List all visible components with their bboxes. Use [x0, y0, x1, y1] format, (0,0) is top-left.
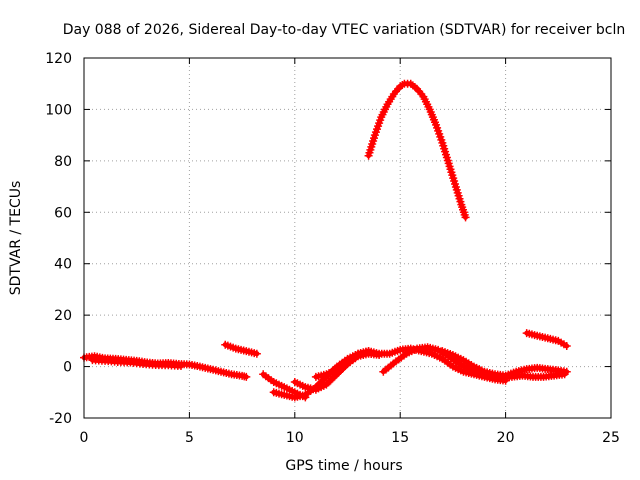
series-arc-day-2: [438, 347, 571, 380]
y-tick-label: 0: [63, 360, 72, 376]
y-tick-label: 60: [54, 205, 72, 221]
data-point: [252, 349, 261, 358]
series-band: [366, 81, 468, 220]
y-tick-label: -20: [49, 411, 72, 427]
x-tick-label: 15: [391, 430, 409, 446]
data-point: [176, 362, 185, 371]
y-tick-label: 80: [54, 154, 72, 170]
data-point: [242, 372, 251, 381]
ticks-layer: 0 5 10 15 20 25 -20 0 20 40 60 80 100 120: [45, 51, 620, 446]
series-arc-night-2: [88, 356, 185, 371]
series-arc-peak: [364, 79, 470, 222]
x-tick-label: 5: [185, 430, 194, 446]
series-arc-dip-4: [311, 347, 373, 381]
x-tick-label: 25: [602, 430, 620, 446]
data-point: [461, 213, 470, 222]
y-tick-label: 120: [45, 51, 72, 67]
data-point: [375, 351, 384, 359]
x-axis-title: GPS time / hours: [285, 458, 402, 474]
chart-title: Day 088 of 2026, Sidereal Day-to-day VTE…: [63, 22, 626, 38]
y-tick-label: 40: [54, 257, 72, 273]
data-point: [562, 342, 571, 350]
x-tick-label: 20: [497, 430, 515, 446]
data-point: [364, 347, 373, 356]
x-tick-label: 0: [80, 430, 89, 446]
data-point: [562, 367, 571, 376]
x-tick-label: 10: [286, 430, 304, 446]
grid-layer: [84, 58, 611, 418]
y-tick-label: 100: [45, 102, 72, 118]
y-axis-title: SDTVAR / TECUs: [8, 181, 24, 296]
marks-layer: [80, 79, 571, 402]
series-arc-evening: [522, 329, 571, 350]
plot-frame: [83, 57, 612, 419]
y-tick-label: 20: [54, 308, 72, 324]
series-arc-morning-1: [221, 340, 261, 358]
